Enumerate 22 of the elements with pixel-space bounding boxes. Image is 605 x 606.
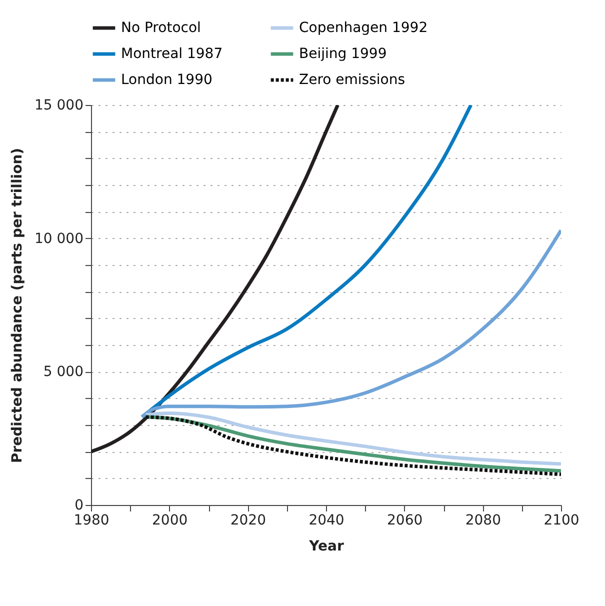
y-axis-title: Predicted abundance (parts per trillion) (10, 148, 26, 464)
y-tick-label: 5 000 (43, 364, 84, 380)
legend-label: Zero emissions (299, 72, 406, 88)
legend-label: Montreal 1987 (121, 46, 223, 62)
legend-label: Copenhagen 1992 (299, 20, 428, 36)
x-tick-label: 2100 (544, 512, 580, 528)
x-tick-label: 2000 (152, 512, 188, 528)
line-series (91, 105, 340, 454)
y-tick-label: 10 000 (34, 230, 84, 247)
line-series (140, 228, 561, 419)
x-tick-label: 2080 (465, 512, 501, 528)
y-tick-label: 15 000 (34, 98, 84, 114)
x-tick-label: 2060 (387, 512, 423, 528)
legend-label: Beijing 1999 (299, 46, 387, 62)
x-tick-label: 2040 (308, 512, 344, 528)
y-tick-label: 0 (74, 498, 84, 514)
x-tick-label: 1980 (74, 512, 110, 528)
line-series (144, 412, 561, 466)
x-axis-title: Year (308, 538, 344, 554)
x-tick-label: 2020 (230, 512, 266, 528)
legend-label: London 1990 (121, 72, 212, 88)
legend-label: No Protocol (121, 20, 201, 36)
